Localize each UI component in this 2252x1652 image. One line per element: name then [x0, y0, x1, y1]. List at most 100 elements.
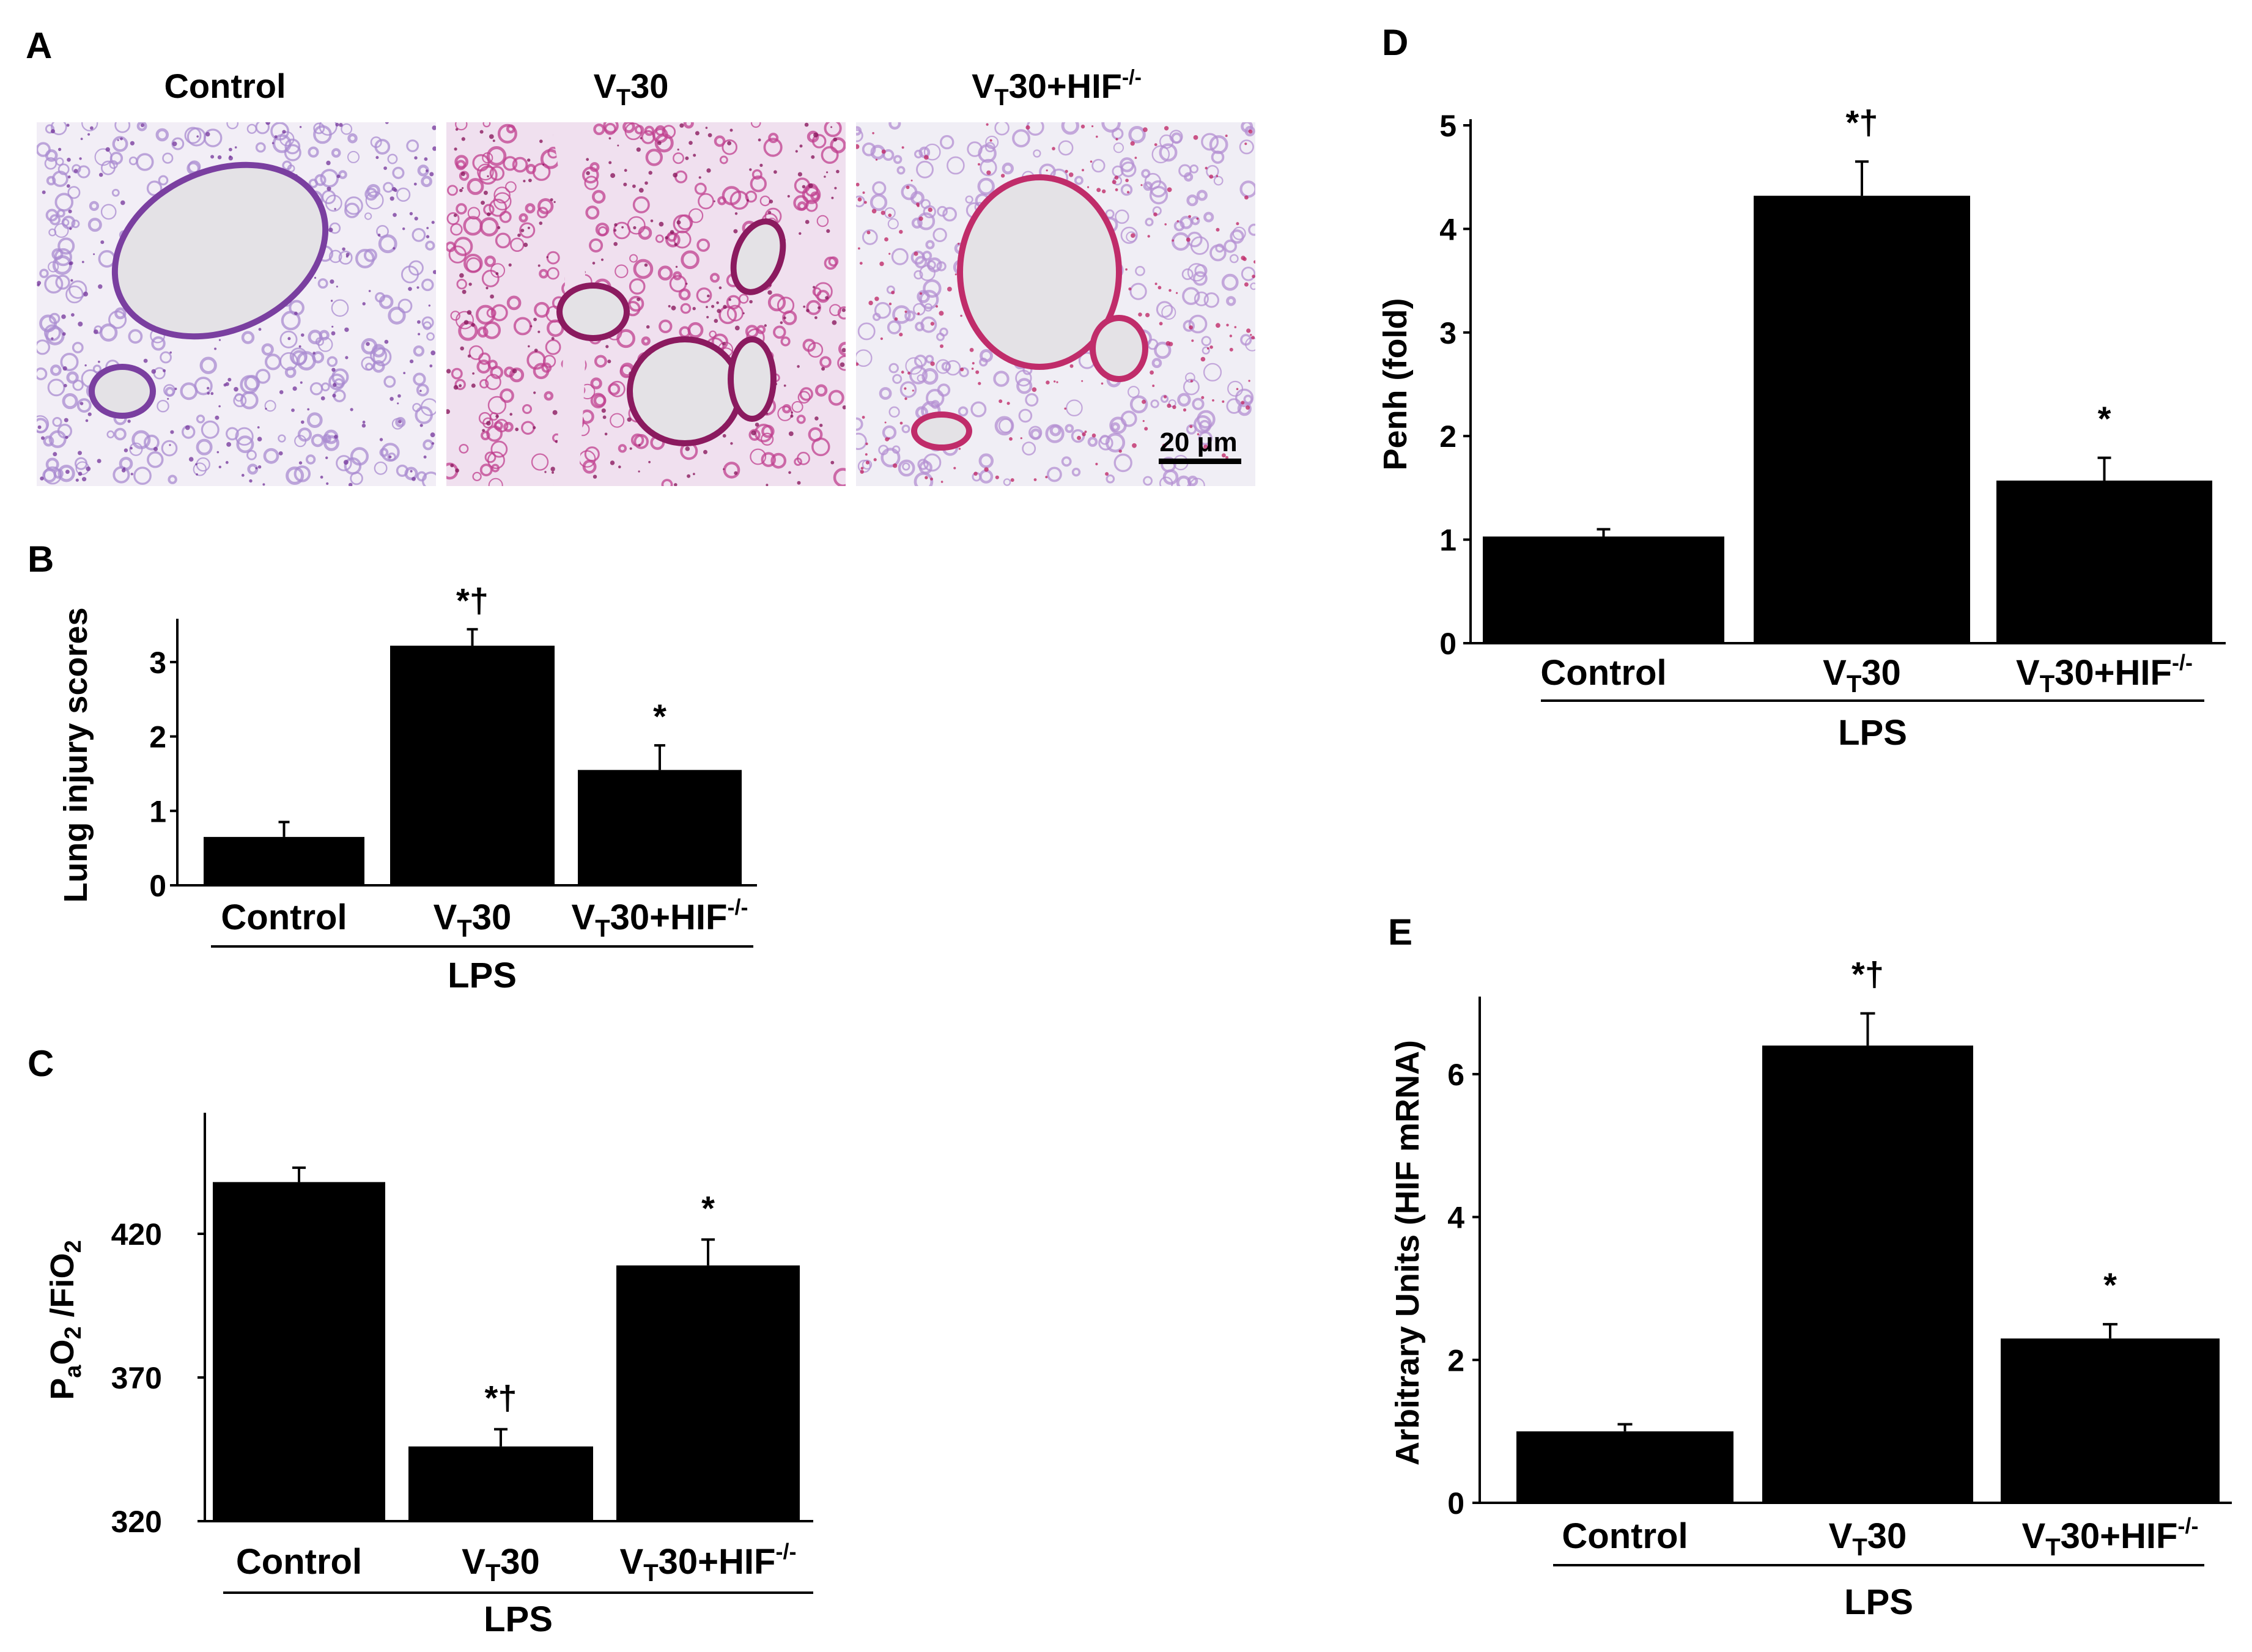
- alveolus: [921, 251, 932, 261]
- nucleus: [528, 179, 532, 182]
- nucleus: [312, 352, 316, 355]
- panel-a-letter: A: [26, 25, 52, 66]
- alveolus: [155, 128, 169, 142]
- nucleus: [331, 367, 336, 372]
- nucleus: [1183, 408, 1187, 412]
- nucleus: [368, 290, 371, 292]
- nucleus: [930, 478, 933, 481]
- alveolus: [454, 155, 469, 169]
- significance-label: *†: [485, 1379, 517, 1417]
- category-label-rest: 30+HIF: [2054, 653, 2172, 693]
- nucleus: [1246, 405, 1250, 410]
- alveolus: [241, 331, 255, 344]
- alveolus: [793, 195, 809, 211]
- alveolus: [479, 379, 489, 389]
- nucleus: [703, 449, 707, 454]
- nucleus: [722, 342, 726, 345]
- category-label-base: V: [572, 898, 596, 937]
- nucleus: [764, 324, 767, 327]
- nucleus: [706, 168, 711, 173]
- nucleus: [733, 229, 738, 234]
- alveolus: [1135, 265, 1145, 276]
- alveolus: [160, 351, 172, 364]
- alveolus: [634, 125, 644, 135]
- bar: [390, 646, 555, 885]
- nucleus: [1114, 175, 1119, 180]
- nucleus: [693, 153, 696, 157]
- bar: [1996, 481, 2212, 643]
- nucleus: [928, 207, 933, 212]
- alveolus: [331, 299, 349, 317]
- alveolus: [1196, 190, 1208, 201]
- y-tick-label: 5: [1439, 109, 1456, 143]
- nucleus: [924, 155, 929, 160]
- nucleus: [707, 133, 712, 138]
- nucleus: [65, 435, 68, 439]
- nucleus: [1244, 195, 1249, 200]
- nucleus: [675, 265, 678, 268]
- nucleus: [1142, 399, 1146, 404]
- nucleus: [1091, 125, 1094, 128]
- nucleus: [1176, 220, 1180, 223]
- alveolus: [421, 278, 434, 292]
- alveolus: [1213, 175, 1224, 186]
- alveolus: [43, 466, 62, 485]
- category-label: Control: [236, 1542, 362, 1582]
- alveolus: [482, 417, 493, 429]
- alveolus: [490, 304, 508, 322]
- alveolus: [294, 435, 307, 448]
- alveolus: [158, 175, 169, 186]
- category-label: VT30+HIF-/-: [2022, 1513, 2199, 1561]
- nucleus: [978, 382, 981, 385]
- nucleus: [746, 199, 749, 202]
- alveolus: [678, 288, 691, 301]
- alveolus: [468, 345, 484, 360]
- nucleus: [78, 471, 83, 476]
- alveolus: [48, 430, 67, 448]
- y-tick-label: 1: [1439, 523, 1456, 558]
- alveolus: [193, 462, 207, 476]
- nucleus: [462, 289, 467, 294]
- nucleus: [668, 304, 671, 308]
- alveolus: [1159, 476, 1173, 486]
- nucleus: [1077, 435, 1082, 440]
- nucleus: [271, 142, 275, 144]
- nucleus: [326, 482, 329, 485]
- nucleus: [638, 470, 640, 473]
- alveolus: [196, 415, 205, 424]
- alveolus: [856, 349, 873, 367]
- nucleus: [87, 412, 92, 416]
- micrograph-vt30-title-sub: T: [616, 85, 630, 111]
- nucleus: [856, 182, 860, 186]
- nucleus: [314, 276, 317, 279]
- alveolus: [856, 432, 867, 450]
- nucleus: [163, 369, 166, 372]
- nucleus: [255, 467, 258, 470]
- alveolus: [869, 193, 888, 212]
- nucleus: [205, 131, 210, 137]
- nucleus: [215, 415, 220, 420]
- nucleus: [1209, 345, 1213, 349]
- alveolus: [537, 198, 554, 215]
- alveolus: [60, 353, 79, 372]
- alveolus: [916, 160, 934, 179]
- nucleus: [539, 221, 543, 225]
- nucleus: [262, 483, 265, 486]
- nucleus: [1152, 385, 1155, 387]
- alveolus: [387, 153, 398, 164]
- alveolus: [255, 369, 271, 384]
- micrograph-hif-title-rest: 30+HIF: [1009, 67, 1122, 105]
- alveolus: [941, 361, 951, 372]
- nucleus: [482, 429, 485, 432]
- nucleus: [533, 317, 537, 322]
- alveolus: [506, 295, 522, 311]
- nucleus: [210, 392, 214, 396]
- nucleus: [803, 305, 806, 308]
- nucleus: [919, 292, 923, 295]
- alveolus: [264, 400, 276, 412]
- nucleus: [1046, 380, 1050, 385]
- nucleus: [287, 337, 291, 341]
- nucleus: [723, 468, 725, 470]
- nucleus: [384, 339, 389, 344]
